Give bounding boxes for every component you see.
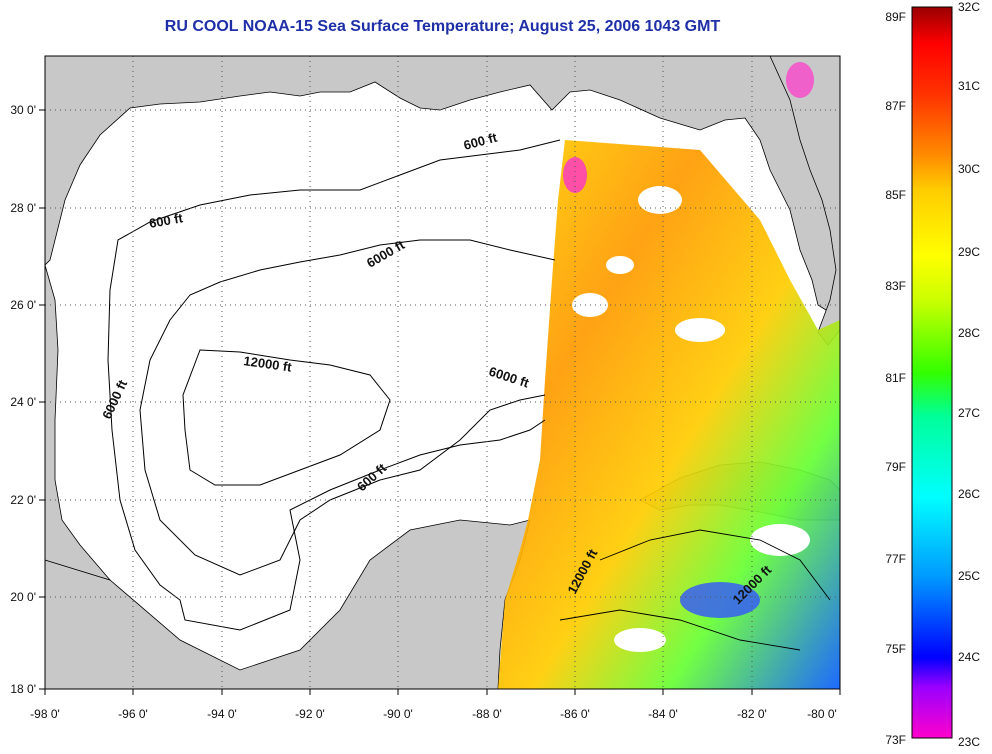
- lon-tick-label: -92 0': [295, 707, 325, 721]
- cloud-patch: [614, 628, 666, 652]
- contour-12000ft-east: [559, 529, 831, 651]
- cloud-patch: [675, 318, 725, 342]
- lat-tick-label: 18 0': [10, 682, 36, 696]
- colorbar-c-label: 27C: [958, 406, 980, 420]
- lat-tick-labels: 18 0' 20 0' 22 0' 24 0' 26 0' 28 0' 30 0…: [10, 103, 36, 696]
- lon-tick-label: -90 0': [383, 707, 413, 721]
- axis-ticks: [39, 109, 841, 695]
- colorbar-f-label: 81F: [885, 371, 906, 385]
- colorbar-f-label: 87F: [885, 99, 906, 113]
- sst-swath: [498, 140, 840, 689]
- lon-tick-label: -80 0': [807, 707, 837, 721]
- contour-label: 12000 ft: [243, 353, 294, 375]
- colorbar-f-label: 77F: [885, 552, 906, 566]
- cold-patch: [680, 582, 760, 618]
- lat-tick-label: 22 0': [10, 493, 36, 507]
- land-florida: [769, 56, 840, 346]
- chart-title: RU COOL NOAA-15 Sea Surface Temperature;…: [164, 18, 721, 35]
- lat-tick-label: 20 0': [10, 590, 36, 604]
- lon-tick-label: -82 0': [737, 707, 767, 721]
- colorbar-c-label: 30C: [958, 162, 980, 176]
- colorbar-c-label: 29C: [958, 245, 980, 259]
- lon-tick-labels: -98 0' -96 0' -94 0' -92 0' -90 0' -88 0…: [30, 707, 837, 721]
- colorbar-c-label: 26C: [958, 487, 980, 501]
- colorbar-f-label: 85F: [885, 188, 906, 202]
- colorbar-c-label: 32C: [958, 0, 980, 14]
- cloud-patch: [606, 256, 634, 274]
- land-us-coast: [45, 56, 840, 311]
- colorbar-c-label: 28C: [958, 326, 980, 340]
- lat-tick-label: 26 0': [10, 298, 36, 312]
- cold-patch: [563, 157, 587, 193]
- sst-map: 600 ft 600 ft 600 ft 6000 ft 6000 ft 600…: [10, 55, 841, 721]
- lat-tick-label: 30 0': [10, 103, 36, 117]
- lon-tick-label: -84 0': [648, 707, 678, 721]
- lon-tick-label: -88 0': [472, 707, 502, 721]
- lat-tick-label: 28 0': [10, 201, 36, 215]
- lon-tick-label: -94 0': [207, 707, 237, 721]
- colorbar-c-label: 23C: [958, 735, 980, 749]
- contour-6000ft: [139, 239, 556, 576]
- colorbar-gradient: [911, 6, 953, 739]
- colorbar-f-label: 89F: [885, 10, 906, 24]
- colorbar-c-label: 31C: [958, 79, 980, 93]
- cloud-patch: [638, 186, 682, 214]
- land-yucatan: [45, 519, 531, 689]
- colorbar-c-label: 24C: [958, 650, 980, 664]
- colorbar-f-labels: 89F 87F 85F 83F 81F 79F 77F 75F 73F: [885, 10, 906, 747]
- lon-tick-label: -96 0': [118, 707, 148, 721]
- lon-tick-label: -98 0': [30, 707, 60, 721]
- colorbar-f-label: 83F: [885, 279, 906, 293]
- contour-12000ft: [182, 349, 391, 486]
- land-mexico-west: [45, 264, 112, 581]
- cloud-patch: [750, 524, 810, 556]
- colorbar-c-labels: 32C 31C 30C 29C 28C 27C 26C 25C 24C 23C: [958, 0, 980, 749]
- cold-patch: [786, 62, 814, 98]
- map-grid: [45, 56, 840, 689]
- lat-tick-label: 24 0': [10, 395, 36, 409]
- colorbar-c-label: 25C: [958, 569, 980, 583]
- colorbar-f-label: 75F: [885, 642, 906, 656]
- colorbar-f-label: 73F: [885, 733, 906, 747]
- lon-tick-label: -86 0': [560, 707, 590, 721]
- contour-label: 600 ft: [148, 210, 185, 231]
- colorbar-f-label: 79F: [885, 460, 906, 474]
- contour-600ft: [107, 139, 561, 631]
